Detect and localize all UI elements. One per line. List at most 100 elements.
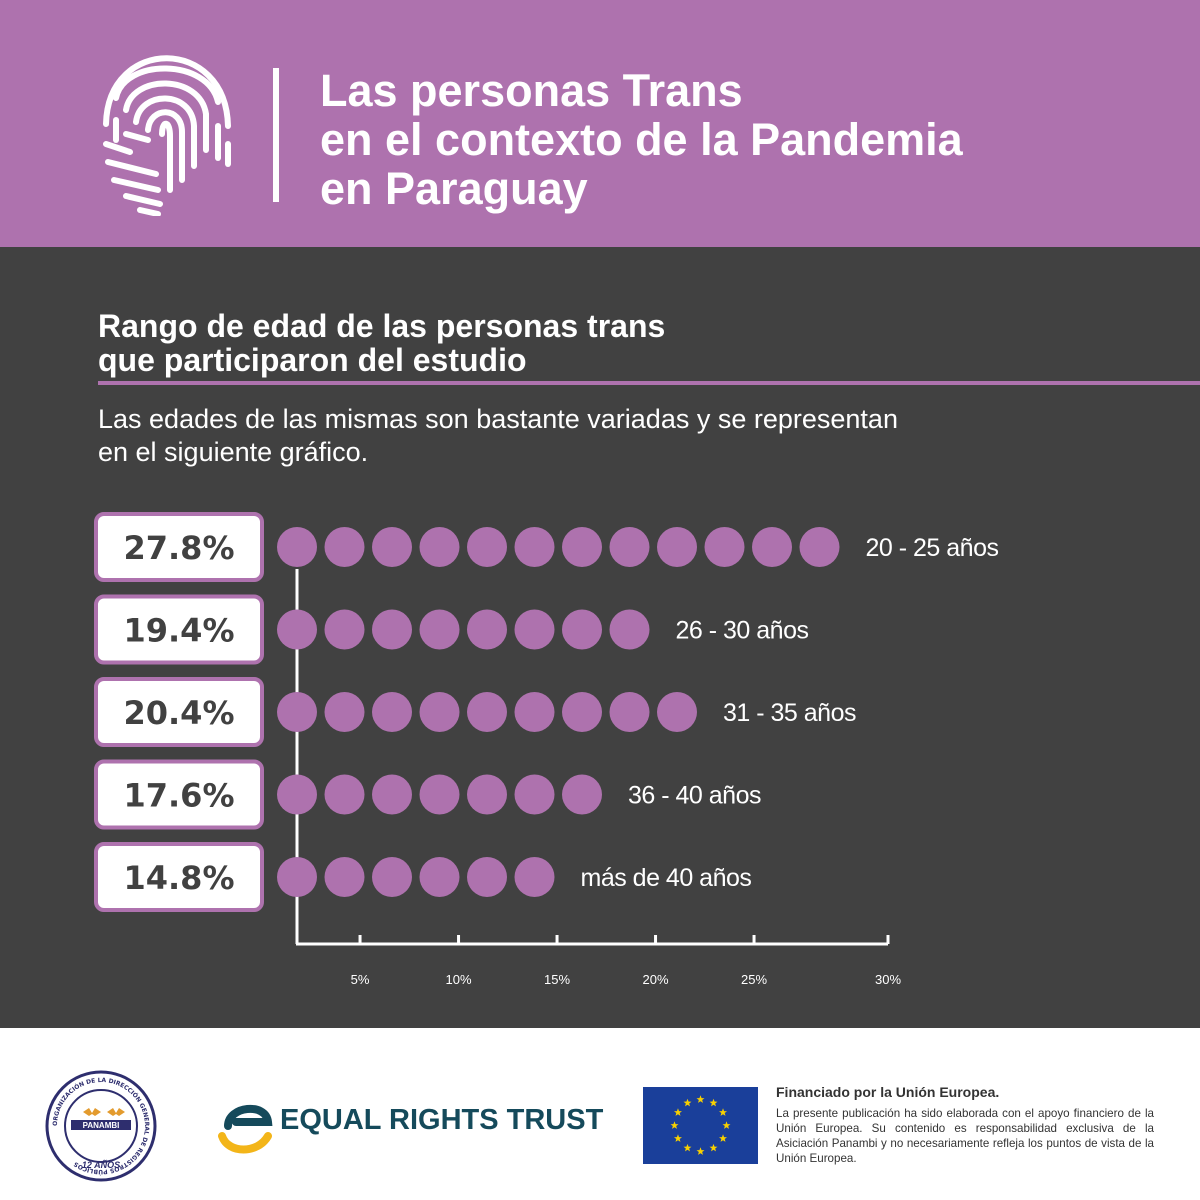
equal-rights-trust-logo: EQUAL RIGHTS TRUST (214, 1096, 603, 1156)
category-label: 31 - 35 años (723, 699, 856, 727)
eu-star-icon (709, 1143, 718, 1152)
value-label: 19.4% (123, 612, 234, 650)
value-label: 27.8% (123, 529, 234, 567)
page-title-line: en el contexto de la Pandemia (320, 114, 963, 165)
value-box (94, 677, 264, 747)
value-dot (799, 527, 840, 567)
value-dot (324, 774, 365, 815)
value-box (94, 842, 264, 912)
value-dot (514, 774, 555, 815)
section-title-line: Rango de edad de las personas trans (98, 308, 666, 344)
ert-name: EQUAL RIGHTS TRUST (280, 1104, 604, 1136)
eu-disclaimer: La presente publicación ha sido elaborad… (776, 1107, 1154, 1165)
eu-star-icon (670, 1121, 679, 1129)
eu-star-icon (696, 1147, 705, 1155)
value-dot (514, 692, 555, 732)
eu-flag (643, 1087, 758, 1164)
value-dot (514, 527, 555, 567)
eu-star-icon (696, 1095, 705, 1103)
page-title-line: en Paraguay (320, 163, 588, 214)
value-dot (609, 527, 650, 567)
value-dot (514, 857, 555, 897)
x-tick-label: 20% (643, 972, 669, 987)
eu-star-icon (719, 1134, 728, 1142)
value-label: 17.6% (123, 777, 234, 815)
value-dot (562, 692, 602, 732)
value-dot (277, 774, 317, 815)
eu-funded-label: Financiado por la Unión Europea. (776, 1084, 1000, 1100)
x-tick-label: 5% (351, 972, 370, 987)
value-dot (324, 692, 365, 732)
x-tick-label: 10% (446, 972, 472, 987)
eu-star-icon (709, 1098, 718, 1107)
section-title-rule (98, 381, 1200, 385)
eu-star-icon (719, 1108, 728, 1116)
x-tick-label: 25% (741, 972, 767, 987)
value-dot (609, 609, 650, 650)
value-dot (467, 692, 507, 732)
value-dot (324, 527, 365, 567)
value-dot (277, 857, 317, 897)
eu-star-icon (673, 1134, 682, 1142)
value-label: 14.8% (123, 859, 234, 897)
value-box (94, 512, 264, 582)
value-dot (277, 527, 317, 567)
value-box (94, 759, 264, 830)
intro-line: en el siguiente gráfico. (98, 437, 369, 467)
ert-e-icon (218, 1104, 273, 1154)
value-dot (372, 857, 412, 897)
value-dot (372, 774, 412, 815)
intro-line: Las edades de las mismas son bastante va… (98, 404, 898, 434)
value-dot (324, 609, 365, 650)
panambi-years: 12 AÑOS (82, 1160, 120, 1170)
category-label: 36 - 40 años (628, 782, 761, 810)
value-label: 20.4% (123, 694, 234, 732)
section-title-line: que participaron del estudio (98, 342, 527, 378)
eu-star-icon (683, 1143, 692, 1152)
panambi-logo: ORGANIZACIÓN DE LA DIRECCIÓN GENERAL DE … (45, 1070, 157, 1182)
page-title: Las personas Trans en el contexto de la … (320, 66, 1180, 213)
category-label: 20 - 25 años (866, 534, 999, 562)
value-dot (419, 527, 460, 567)
value-dot (419, 857, 460, 897)
value-dot (657, 527, 697, 567)
value-dot (419, 774, 460, 815)
x-tick-label: 15% (544, 972, 570, 987)
eu-stars-icon (670, 1095, 731, 1155)
value-dot (609, 692, 650, 732)
intro-text: Las edades de las mismas son bastante va… (98, 403, 1098, 469)
eu-star-icon (673, 1108, 682, 1116)
value-box (94, 594, 264, 665)
chart-panel: Rango de edad de las personas trans que … (0, 247, 1200, 1028)
panambi-name: PANAMBI (83, 1121, 120, 1130)
value-dot (514, 609, 555, 650)
value-dot (467, 774, 507, 815)
value-dot (277, 609, 317, 650)
value-dot (372, 527, 412, 567)
value-dot (324, 857, 365, 897)
fingerprint-icon (103, 55, 231, 216)
value-dot (419, 692, 460, 732)
value-dot (704, 527, 745, 567)
x-tick-label: 30% (875, 972, 901, 987)
value-dot (467, 527, 507, 567)
footer: ORGANIZACIÓN DE LA DIRECCIÓN GENERAL DE … (0, 1028, 1200, 1200)
value-dot (467, 609, 507, 650)
header-banner: Las personas Trans en el contexto de la … (0, 0, 1200, 247)
value-dot (467, 857, 507, 897)
value-dot (562, 527, 602, 567)
eu-star-icon (683, 1098, 692, 1107)
category-label: más de 40 años (581, 864, 752, 892)
value-dot (372, 609, 412, 650)
value-dot (419, 609, 460, 650)
eu-star-icon (722, 1121, 731, 1129)
value-dot (372, 692, 412, 732)
value-dot (277, 692, 317, 732)
value-dot (752, 527, 792, 567)
value-dot (562, 609, 602, 650)
category-label: 26 - 30 años (676, 617, 809, 645)
section-title: Rango de edad de las personas trans que … (98, 309, 665, 377)
value-dot (657, 692, 697, 732)
value-dot (562, 774, 602, 815)
header-divider (273, 68, 279, 202)
